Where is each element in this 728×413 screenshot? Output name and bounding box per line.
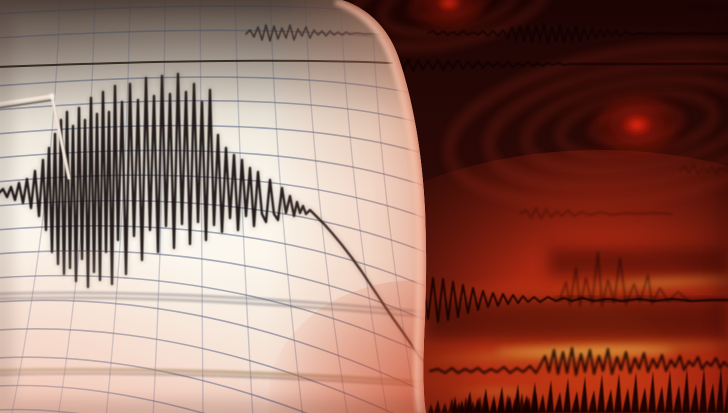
gold-streak bbox=[442, 386, 558, 398]
ripple-ring bbox=[482, 57, 728, 193]
gold-streak-core bbox=[495, 346, 675, 356]
bg-trace-fuzzy-band bbox=[553, 295, 728, 303]
ripple-ring bbox=[520, 73, 728, 177]
pen-arm-glint bbox=[49, 93, 55, 99]
bg-trace-sine-ripple bbox=[391, 58, 728, 72]
glow-dot bbox=[621, 113, 653, 137]
drum-bottom-pink-light bbox=[0, 250, 240, 413]
background-dark-band bbox=[425, 300, 728, 340]
pen-arm bbox=[0, 93, 72, 180]
ripple-ring bbox=[442, 40, 728, 210]
rim-highlight bbox=[334, 0, 422, 413]
seismograph-drum bbox=[0, 0, 427, 413]
bg-trace-upper-burst bbox=[427, 23, 728, 44]
bg-trace-dense-tremor bbox=[428, 346, 728, 377]
bg-trace-faint bbox=[519, 207, 673, 220]
background-dark-band bbox=[548, 248, 728, 276]
bg-trace-spike-tips bbox=[559, 251, 689, 307]
